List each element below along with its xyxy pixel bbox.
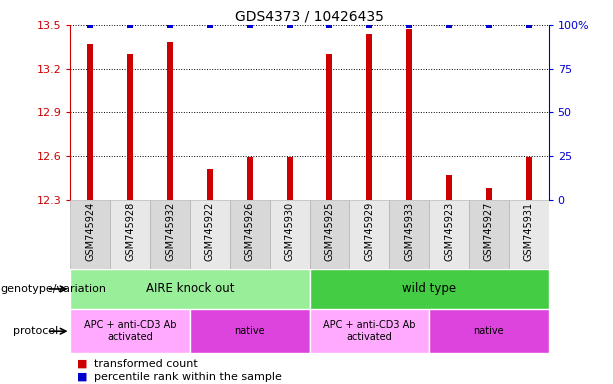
Text: GSM745930: GSM745930 [284, 202, 295, 261]
Text: genotype/variation: genotype/variation [1, 284, 107, 294]
Text: APC + anti-CD3 Ab
activated: APC + anti-CD3 Ab activated [84, 320, 177, 342]
Bar [349, 200, 389, 269]
Point [245, 22, 255, 28]
Point [364, 22, 374, 28]
Point [484, 22, 494, 28]
Bar [70, 200, 110, 269]
Point [524, 22, 533, 28]
Text: GSM745931: GSM745931 [524, 202, 534, 261]
Text: GSM745929: GSM745929 [364, 202, 375, 261]
Bar [110, 200, 150, 269]
Text: ■: ■ [77, 372, 87, 382]
Text: GSM745924: GSM745924 [85, 202, 96, 261]
Bar [128, 54, 133, 200]
Point [405, 22, 414, 28]
Bar [207, 169, 213, 200]
Point [284, 22, 294, 28]
Text: wild type: wild type [402, 283, 456, 295]
Text: GSM745928: GSM745928 [125, 202, 135, 261]
Bar [429, 309, 549, 353]
Text: AIRE knock out: AIRE knock out [146, 283, 234, 295]
Point [325, 22, 335, 28]
Bar [509, 200, 549, 269]
Text: ■: ■ [77, 359, 87, 369]
Text: GSM745927: GSM745927 [484, 202, 494, 261]
Text: APC + anti-CD3 Ab
activated: APC + anti-CD3 Ab activated [323, 320, 416, 342]
Bar [190, 200, 230, 269]
Text: GSM745925: GSM745925 [324, 202, 335, 261]
Text: protocol: protocol [13, 326, 59, 336]
Text: native: native [235, 326, 265, 336]
Text: GSM745926: GSM745926 [245, 202, 255, 261]
Bar [190, 309, 310, 353]
Bar [469, 200, 509, 269]
Bar [327, 54, 332, 200]
Text: GSM745923: GSM745923 [444, 202, 454, 261]
Text: GSM745932: GSM745932 [165, 202, 175, 261]
Title: GDS4373 / 10426435: GDS4373 / 10426435 [235, 10, 384, 24]
Bar [310, 309, 429, 353]
Point [166, 22, 175, 28]
Bar [429, 200, 469, 269]
Bar [287, 157, 292, 200]
Bar [389, 200, 429, 269]
Bar [406, 29, 412, 200]
Point [444, 22, 454, 28]
Bar [247, 157, 253, 200]
Text: percentile rank within the sample: percentile rank within the sample [94, 372, 281, 382]
Point [205, 22, 215, 28]
Bar [70, 309, 190, 353]
Text: GSM745922: GSM745922 [205, 202, 215, 261]
Bar [167, 42, 173, 200]
Bar [310, 200, 349, 269]
Bar [88, 44, 93, 200]
Text: transformed count: transformed count [94, 359, 197, 369]
Bar [150, 200, 190, 269]
Point [125, 22, 135, 28]
Bar [310, 269, 549, 309]
Text: native: native [474, 326, 504, 336]
Point [86, 22, 96, 28]
Bar [486, 188, 492, 200]
Bar [270, 200, 310, 269]
Bar [446, 175, 452, 200]
Bar [367, 34, 372, 200]
Bar [526, 157, 531, 200]
Bar [230, 200, 270, 269]
Text: GSM745933: GSM745933 [404, 202, 414, 261]
Bar [70, 269, 310, 309]
